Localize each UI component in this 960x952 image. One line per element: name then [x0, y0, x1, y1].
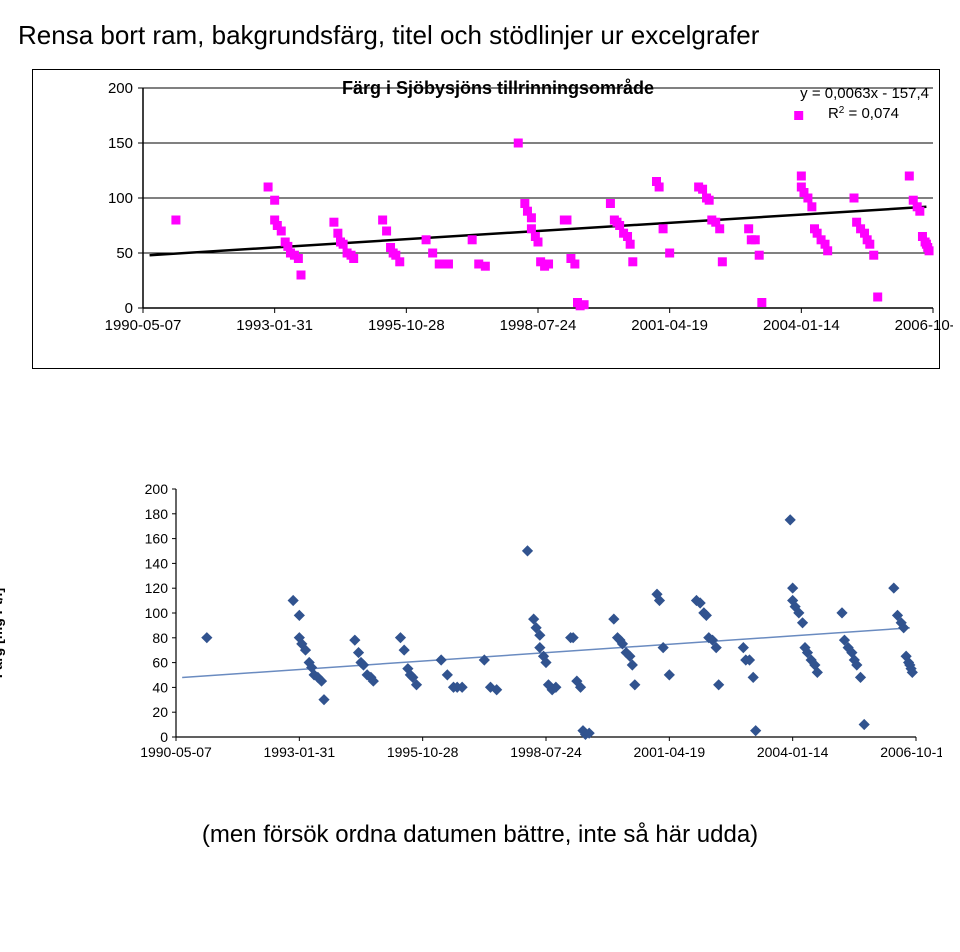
svg-text:Färg i Sjöbysjöns tillrinnings: Färg i Sjöbysjöns tillrinningsområde: [342, 78, 654, 98]
svg-text:60: 60: [152, 655, 168, 671]
page-footnote: (men försök ordna datumen bättre, inte s…: [18, 821, 942, 849]
svg-text:1990-05-07: 1990-05-07: [140, 744, 212, 760]
svg-text:2004-01-14: 2004-01-14: [763, 317, 840, 334]
svg-text:200: 200: [145, 481, 169, 497]
svg-text:100: 100: [108, 190, 133, 207]
svg-text:1998-07-24: 1998-07-24: [500, 317, 577, 334]
page: Rensa bort ram, bakgrundsfärg, titel och…: [0, 0, 960, 952]
svg-text:2006-10-10: 2006-10-10: [880, 744, 942, 760]
svg-text:1995-10-28: 1995-10-28: [368, 317, 445, 334]
svg-text:0: 0: [160, 729, 168, 745]
chart2-y-axis-label: Färg [mg Pt/l]: [0, 588, 5, 678]
svg-text:50: 50: [116, 245, 133, 262]
svg-text:160: 160: [145, 531, 169, 547]
chart2-container: Färg [mg Pt/l] 0204060801001201401601802…: [46, 479, 926, 787]
svg-text:80: 80: [152, 630, 168, 646]
svg-text:20: 20: [152, 704, 168, 720]
svg-text:y = 0,0063x - 157,4: y = 0,0063x - 157,4: [800, 85, 929, 102]
svg-text:2001-04-19: 2001-04-19: [631, 317, 708, 334]
svg-text:200: 200: [108, 80, 133, 97]
svg-text:1993-01-31: 1993-01-31: [236, 317, 313, 334]
svg-text:2001-04-19: 2001-04-19: [634, 744, 706, 760]
svg-text:180: 180: [145, 506, 169, 522]
svg-text:2004-01-14: 2004-01-14: [757, 744, 829, 760]
svg-text:R2 = 0,074: R2 = 0,074: [828, 105, 899, 123]
svg-text:150: 150: [108, 135, 133, 152]
chart1-svg: 0 50 100 150 200 1990-05-07 1993-01-31 1995-10-…: [33, 70, 953, 358]
svg-text:1998-07-24: 1998-07-24: [510, 744, 582, 760]
svg-text:120: 120: [145, 580, 169, 596]
chart2-svg: 0 20 40 60 80 100 120 140 160 180 200 1990-05-07 199…: [46, 479, 942, 779]
chart1-frame: Färg [mg Pt/l] 0501001502001990-05-07199…: [32, 69, 940, 369]
svg-text:1990-05-07: 1990-05-07: [105, 317, 182, 334]
svg-text:0: 0: [125, 300, 133, 317]
page-heading: Rensa bort ram, bakgrundsfärg, titel och…: [18, 20, 942, 51]
svg-text:40: 40: [152, 679, 168, 695]
svg-text:100: 100: [145, 605, 169, 621]
svg-text:1993-01-31: 1993-01-31: [264, 744, 336, 760]
svg-text:1995-10-28: 1995-10-28: [387, 744, 459, 760]
svg-text:2006-10-10: 2006-10-10: [895, 317, 953, 334]
svg-text:140: 140: [145, 555, 169, 571]
